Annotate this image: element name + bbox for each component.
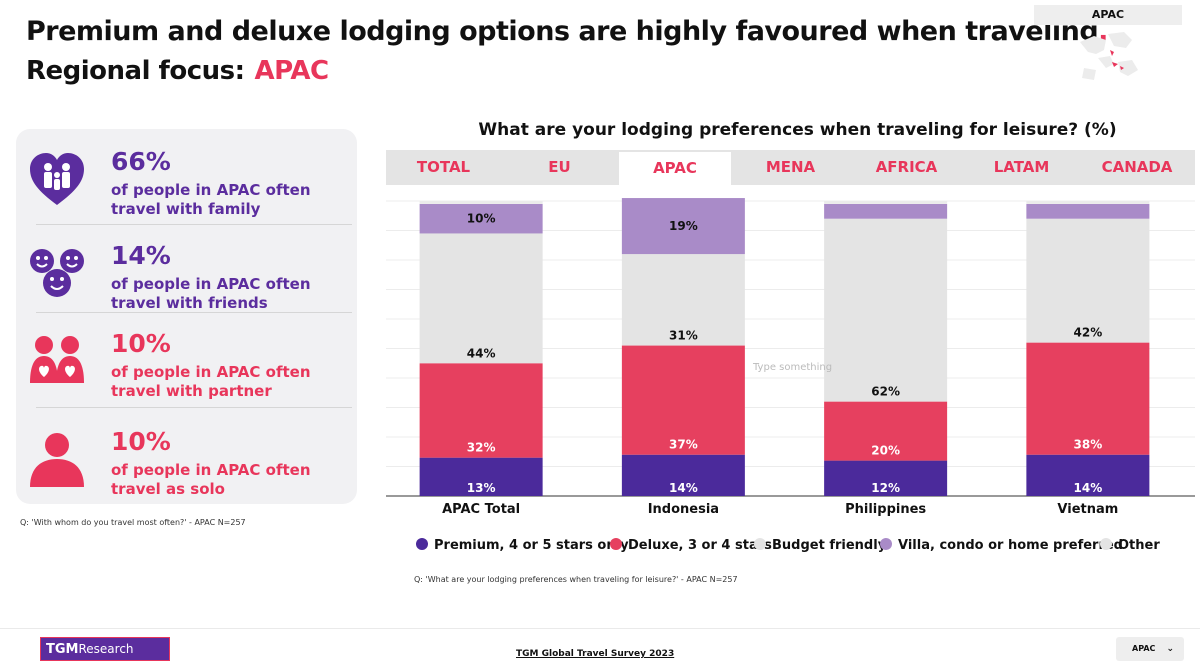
survey-link[interactable]: TGM Global Travel Survey 2023 (516, 649, 675, 659)
data-label: 10% (467, 212, 496, 226)
title-dot: . (1098, 16, 1108, 47)
stat-percent: 10% (111, 329, 171, 358)
regional-focus-label: Regional focus: (26, 56, 245, 86)
stat-friends: 14% of people in APAC often travel with … (16, 227, 357, 317)
data-label: 44% (467, 346, 496, 360)
regional-focus-value: APAC (254, 56, 330, 86)
chart-title: What are your lodging preferences when t… (478, 120, 1117, 140)
regional-focus-heading: Regional focus: APAC (26, 56, 329, 86)
friends-smiley-icon (28, 245, 86, 303)
travel-companion-panel: 66% of people in APAC often travel with … (16, 129, 357, 504)
lodging-question-note: Q: 'What are your lodging preferences wh… (414, 575, 738, 584)
bar-segment (824, 203, 948, 219)
tgm-research-logo: TGMResearch (40, 637, 170, 661)
legend-swatch (754, 538, 766, 550)
apac-map-icon (1074, 28, 1144, 86)
lodging-stacked-bar-chart: 13% 32% 44% 10% APAC Total 14% 37% 31% 19% Indone… (386, 198, 1195, 517)
text-placeholder[interactable]: Type something (753, 362, 833, 373)
data-label: 31% (669, 329, 698, 343)
bar-segment (419, 201, 543, 204)
bar-segment (419, 363, 543, 458)
stat-family: 66% of people in APAC often travel with … (16, 133, 357, 223)
bar-segment (824, 218, 948, 402)
bar-segment (419, 203, 543, 234)
stat-description: of people in APAC often travel as solo (111, 461, 311, 498)
tab-canada[interactable]: CANADA (1101, 158, 1173, 176)
bar-segment (1026, 454, 1150, 496)
page-region-select[interactable]: APAC ⌄ (1116, 637, 1184, 661)
divider (36, 407, 352, 408)
legend-swatch (1100, 538, 1112, 550)
bar-segment (1026, 218, 1150, 343)
bar-segment (824, 460, 948, 496)
bar-segment (621, 254, 745, 346)
bar-segment (419, 233, 543, 364)
stat-percent: 66% (111, 147, 171, 176)
region-selector[interactable]: APAC (1034, 5, 1182, 25)
tab-africa[interactable]: AFRICA (875, 158, 938, 176)
tab-latam[interactable]: LATAM (993, 158, 1050, 176)
tab-apac[interactable]: APAC (619, 152, 731, 185)
bar-segment (621, 454, 745, 496)
bar-segment (824, 401, 948, 461)
bar-segment (419, 457, 543, 496)
data-label: 13% (467, 481, 496, 495)
data-label: 20% (871, 444, 900, 458)
stat-percent: 10% (111, 427, 171, 456)
stat-percent: 14% (111, 241, 171, 270)
data-label: 19% (669, 219, 698, 233)
bar-segment (621, 198, 745, 255)
family-heart-icon (28, 151, 86, 209)
category-label: Vietnam (1057, 502, 1118, 517)
bar-segment (1026, 203, 1150, 219)
legend-item-premium: Premium, 4 or 5 stars only (416, 538, 629, 553)
chart-legend: Premium, 4 or 5 stars only Deluxe, 3 or … (416, 538, 1176, 554)
stat-description: of people in APAC often travel with part… (111, 363, 311, 400)
data-label: 32% (467, 441, 496, 455)
data-label: 14% (1074, 481, 1103, 495)
tab-total[interactable]: TOTAL (416, 158, 471, 176)
legend-item-deluxe: Deluxe, 3 or 4 stars (610, 538, 772, 553)
divider (36, 312, 352, 313)
bar-segment (1026, 201, 1150, 204)
data-label: 42% (1074, 326, 1103, 340)
category-label: Indonesia (648, 502, 719, 517)
data-label: 12% (871, 481, 900, 495)
bar-segment (621, 345, 745, 455)
data-label: 14% (669, 481, 698, 495)
legend-swatch (880, 538, 892, 550)
solo-person-icon (28, 431, 86, 489)
bar-segment (824, 201, 948, 204)
region-tabs: TOTAL EU APAC MENA AFRICA LATAM CANADA (386, 150, 1195, 185)
legend-item-other: Other (1100, 538, 1160, 553)
stat-solo: 10% of people in APAC often travel as so… (16, 413, 357, 503)
legend-item-budget: Budget friendly (754, 538, 886, 553)
chevron-down-icon: ⌄ (1166, 644, 1174, 654)
legend-swatch (610, 538, 622, 550)
footer-divider (0, 628, 1200, 629)
legend-swatch (416, 538, 428, 550)
category-label: Philippines (845, 502, 926, 517)
companion-question-note: Q: 'With whom do you travel most often?'… (20, 518, 246, 527)
data-label: 37% (669, 438, 698, 452)
data-label: 38% (1074, 438, 1103, 452)
stat-description: of people in APAC often travel with fami… (111, 181, 311, 218)
partner-couple-icon (28, 333, 86, 391)
tab-eu[interactable]: EU (548, 158, 571, 176)
stat-description: of people in APAC often travel with frie… (111, 275, 311, 312)
data-label: 62% (871, 385, 900, 399)
category-label: APAC Total (442, 502, 520, 517)
stat-partner: 10% of people in APAC often travel with … (16, 315, 357, 405)
legend-item-villa: Villa, condo or home preferred (880, 538, 1123, 553)
bar-segment (1026, 342, 1150, 455)
page-title: Premium and deluxe lodging options are h… (26, 16, 1108, 47)
divider (36, 224, 352, 225)
tab-mena[interactable]: MENA (765, 158, 816, 176)
